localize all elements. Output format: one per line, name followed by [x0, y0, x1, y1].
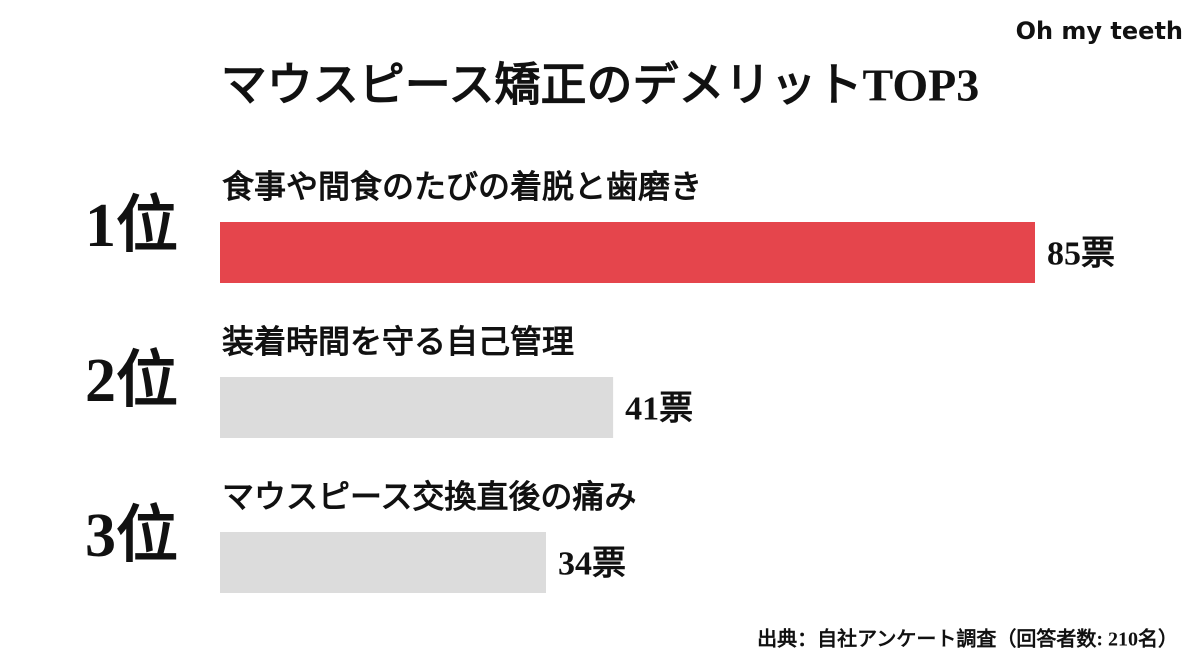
- value-label: 34票: [558, 545, 626, 582]
- category-label: 食事や間食のたびの着脱と歯磨き: [222, 168, 702, 204]
- bar: [220, 532, 546, 593]
- bar: [220, 222, 1035, 283]
- source: 出典：自社アンケート調査（回答者数: 210名）: [757, 627, 1178, 651]
- brand: Oh my teeth: [1016, 17, 1183, 45]
- value-label: 85票: [1047, 235, 1115, 272]
- category-label: マウスピース交換直後の痛み: [222, 478, 636, 514]
- bar: [220, 377, 614, 438]
- category-label: 装着時間を守る自己管理: [222, 323, 574, 359]
- rank-label: 1位: [85, 191, 178, 260]
- rank-label: 3位: [85, 501, 178, 570]
- value-label: 41票: [625, 390, 693, 427]
- chart-title: マウスピース矯正のデメリットTOP3: [221, 60, 979, 111]
- rank-label: 2位: [85, 346, 178, 415]
